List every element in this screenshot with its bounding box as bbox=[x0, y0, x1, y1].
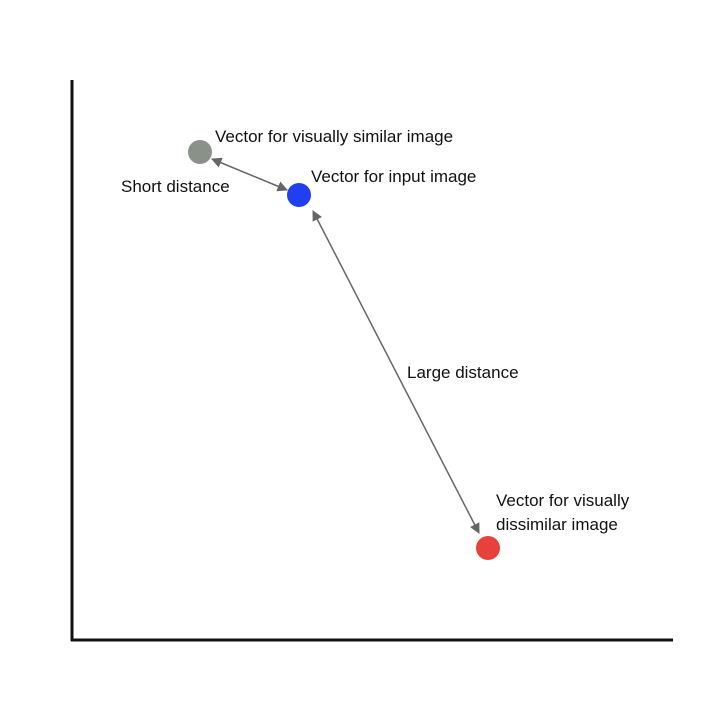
large-distance-arrow bbox=[312, 210, 480, 534]
large-distance-label: Large distance bbox=[407, 363, 519, 382]
dissimilar-image-point bbox=[476, 536, 500, 560]
similar-image-point bbox=[188, 140, 212, 164]
dissimilar-image-label-line2: dissimilar image bbox=[496, 515, 618, 534]
dissimilar-image-label-line1: Vector for visually bbox=[496, 491, 630, 510]
short-distance-arrow bbox=[211, 157, 288, 192]
similar-image-label: Vector for visually similar image bbox=[215, 127, 453, 146]
input-image-label: Vector for input image bbox=[311, 167, 476, 186]
short-distance-label: Short distance bbox=[121, 177, 230, 196]
input-image-point bbox=[287, 183, 311, 207]
